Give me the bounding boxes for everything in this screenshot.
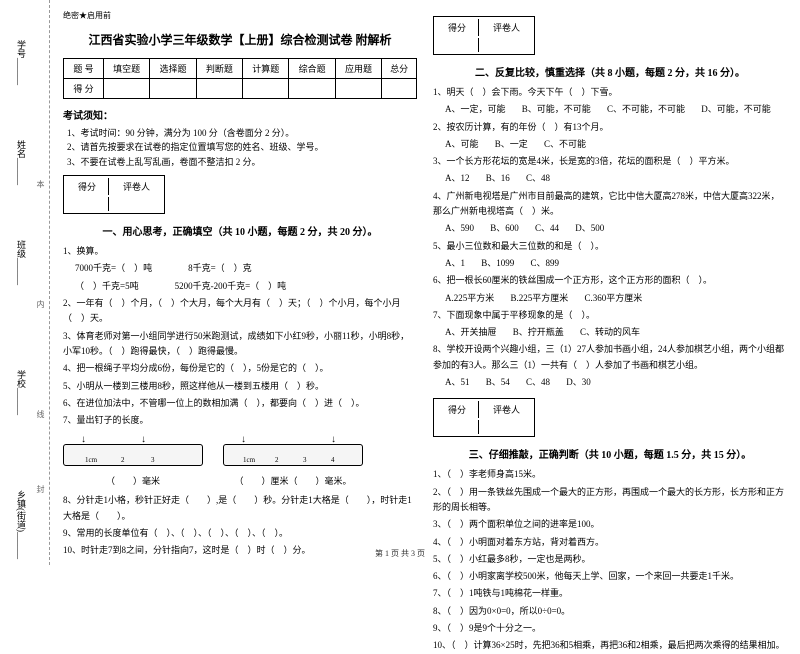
q2-8: 8、学校开设两个兴趣小组，三（1）27人参加书画小组，24人参加棋艺小组，两个小… xyxy=(433,342,787,373)
ruler-a: ↓ ↓ 1cm 2 3 xyxy=(63,434,203,472)
section-score-box-3: 得分评卷人 xyxy=(433,398,535,437)
q2-5: 5、最小三位数和最大三位数的和是（ ）。 xyxy=(433,239,787,254)
margin-field-school: 学校______ xyxy=(15,370,28,415)
q3-3: 3、（ ）两个面积单位之间的进率是100。 xyxy=(433,517,787,532)
q3-6: 6、（ ）小明家离学校500米，他每天上学、回家，一个来回一共要走1千米。 xyxy=(433,569,787,584)
margin-field-id: 学号______ xyxy=(15,40,28,85)
margin-field-name: 姓名______ xyxy=(15,140,28,185)
q1-5: 5、小明从一楼到三楼用8秒，照这样他从一楼到五楼用（ ）秒。 xyxy=(63,379,417,394)
notice-1: 1、考试时间：90 分钟，满分为 100 分（含卷面分 2 分）。 xyxy=(67,126,417,140)
q2-1: 1、明天（ ）会下雨。今天下午（ ）下雪。 xyxy=(433,85,787,100)
q3-2: 2、（ ）用一条铁丝先围成一个最大的正方形，再围成一个最大的长方形，长方形和正方… xyxy=(433,485,787,516)
th-7: 总分 xyxy=(382,59,417,79)
q2-2: 2、按农历计算，有的年份（ ）有13个月。 xyxy=(433,120,787,135)
exam-title: 江西省实验小学三年级数学【上册】综合检测试卷 附解析 xyxy=(63,31,417,48)
margin-inner-3: 线 xyxy=(35,410,46,418)
q3-8: 8、（ ）因为0×0=0，所以0÷0=0。 xyxy=(433,604,787,619)
q1-1a: 1、换算。 xyxy=(63,244,417,259)
q1-3: 3、体育老师对第一小组同学进行50米跑测试，成绩如下小红9秒，小丽11秒，小明8… xyxy=(63,329,417,360)
th-1: 填空题 xyxy=(104,59,150,79)
th-5: 综合题 xyxy=(289,59,335,79)
ruler-row: ↓ ↓ 1cm 2 3 （ ）毫米 ↓ ↓ 1cm 2 xyxy=(63,434,417,487)
margin-inner-4: 封 xyxy=(35,485,46,493)
section-score-box-2: 得分评卷人 xyxy=(433,16,535,55)
margin-inner-2: 内 xyxy=(35,300,46,308)
q2-7: 7、下面现象中属于平移现象的是（ ）。 xyxy=(433,308,787,323)
content-area: 绝密★启用前 江西省实验小学三年级数学【上册】综合检测试卷 附解析 题 号 填空… xyxy=(50,0,800,565)
ruler-b: ↓ ↓ 1cm 2 3 4 xyxy=(223,434,363,472)
q2-4: 4、广州新电视塔是广州市目前最高的建筑，它比中信大厦高278米，中信大厦高322… xyxy=(433,189,787,220)
notice-3: 3、不要在试卷上乱写乱画，卷面不整洁扣 2 分。 xyxy=(67,155,417,169)
q2-6: 6、把一根长60厘米的铁丝围成一个正方形，这个正方形的面积（ ）。 xyxy=(433,273,787,288)
q3-1: 1、（ ）李老师身高15米。 xyxy=(433,467,787,482)
section2-title: 二、反复比较，慎重选择（共 8 小题，每题 2 分，共 16 分）。 xyxy=(433,64,787,79)
q1-4: 4、把一根绳子平均分成6份，每份是它的（ ），5份是它的（ ）。 xyxy=(63,361,417,376)
ruler-b-wrap: ↓ ↓ 1cm 2 3 4 （ ）厘米（ ）毫米。 xyxy=(223,434,363,487)
q1-2: 2、一年有（ ）个月，（ ）个大月，每个大月有（ ）天；（ ）个小月，每个小月（… xyxy=(63,296,417,327)
ruler-b-label: （ ）厘米（ ）毫米。 xyxy=(223,474,363,487)
page-footer: 第 1 页 共 3 页 xyxy=(0,548,800,559)
th-4: 计算题 xyxy=(243,59,289,79)
notice-title: 考试须知： xyxy=(63,107,417,122)
q3-7: 7、（ ）1吨铁与1吨棉花一样重。 xyxy=(433,586,787,601)
q1-1b: 7000千克=（ ）吨 8千克=（ ）克 xyxy=(63,261,417,276)
right-column: 得分评卷人 二、反复比较，慎重选择（共 8 小题，每题 2 分，共 16 分）。… xyxy=(425,10,795,555)
margin-inner-1: 本 xyxy=(35,180,46,188)
margin-field-class: 班级______ xyxy=(15,240,28,285)
binding-margin: 学号______ 姓名______ 班级______ 学校______ 乡镇(街… xyxy=(0,0,50,565)
th-3: 判断题 xyxy=(196,59,242,79)
q1-8: 8、分针走1小格，秒针正好走（ ）,是（ ）秒。分针走1大格是（ ），时针走1大… xyxy=(63,493,417,524)
ruler-a-label: （ ）毫米 xyxy=(63,474,203,487)
q3-9: 9、（ ）9是9个十分之一。 xyxy=(433,621,787,636)
th-6: 应用题 xyxy=(335,59,381,79)
notice-2: 2、请首先按要求在试卷的指定位置填写您的姓名、班级、学号。 xyxy=(67,140,417,154)
notice-list: 1、考试时间：90 分钟，满分为 100 分（含卷面分 2 分）。 2、请首先按… xyxy=(63,126,417,169)
secrecy-label: 绝密★启用前 xyxy=(63,10,417,21)
q2-3: 3、一个长方形花坛的宽是4米，长是宽的3倍，花坛的面积是（ ）平方米。 xyxy=(433,154,787,169)
section1-title: 一、用心思考，正确填空（共 10 小题，每题 2 分，共 20 分）。 xyxy=(63,223,417,238)
q1-6: 6、在进位加法中，不管哪一位上的数相加满（ ），都要向（ ）进（ ）。 xyxy=(63,396,417,411)
th-2: 选择题 xyxy=(150,59,196,79)
q3-10: 10、（ ）计算36×25时，先把36和5相乘，再把36和2相乘，最后把两次乘得… xyxy=(433,638,787,653)
score-table: 题 号 填空题 选择题 判断题 计算题 综合题 应用题 总分 得 分 xyxy=(63,58,417,99)
q1-7: 7、量出钉子的长度。 xyxy=(63,413,417,428)
th-num: 题 号 xyxy=(64,59,104,79)
ruler-a-wrap: ↓ ↓ 1cm 2 3 （ ）毫米 xyxy=(63,434,203,487)
section3-title: 三、仔细推敲，正确判断（共 10 小题，每题 1.5 分，共 15 分）。 xyxy=(433,446,787,461)
q1-9: 9、常用的长度单位有（ ）、（ ）、（ ）、（ ）、（ ）。 xyxy=(63,526,417,541)
q1-1c: （ ）千克=5吨 5200千克-200千克=（ ）吨 xyxy=(63,279,417,294)
q2-1o: A、一定，可能 B、可能，不可能 C、不可能，不可能 D、可能，不可能 xyxy=(433,102,787,117)
section-score-box-1: 得分评卷人 xyxy=(63,175,165,214)
td-score: 得 分 xyxy=(64,79,104,99)
left-column: 绝密★启用前 江西省实验小学三年级数学【上册】综合检测试卷 附解析 题 号 填空… xyxy=(55,10,425,555)
